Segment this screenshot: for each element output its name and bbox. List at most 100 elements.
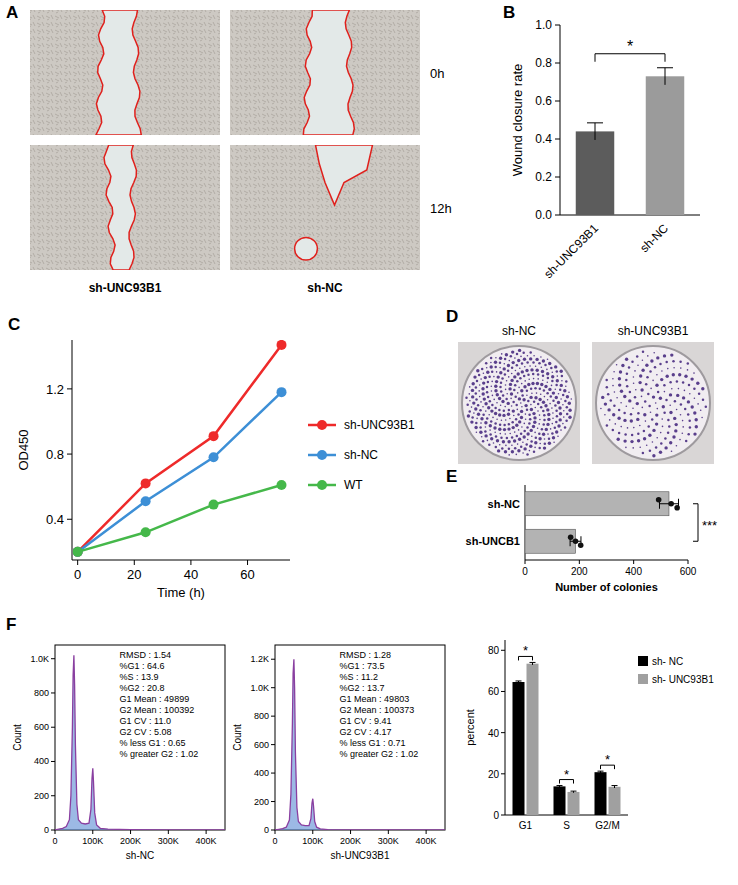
point	[568, 534, 574, 540]
plot-frame	[55, 645, 225, 830]
colony	[616, 397, 618, 399]
colony	[653, 352, 655, 354]
colony	[509, 383, 512, 386]
tick	[501, 732, 505, 733]
colony	[527, 373, 530, 376]
colony	[503, 424, 506, 427]
colony	[509, 418, 511, 420]
colony	[563, 389, 566, 392]
colony	[557, 401, 560, 404]
colony	[528, 422, 531, 425]
tick	[51, 795, 55, 796]
colony	[495, 380, 498, 383]
colony	[612, 413, 615, 416]
colony	[503, 367, 506, 370]
colony	[656, 374, 658, 376]
y-axis	[72, 340, 73, 560]
colony	[546, 392, 549, 395]
error-bar	[557, 786, 563, 788]
tick	[555, 101, 560, 102]
tick	[67, 454, 72, 455]
tick	[55, 830, 56, 834]
colony	[493, 399, 495, 401]
colony	[544, 404, 547, 407]
colony	[508, 423, 511, 426]
colony	[488, 414, 490, 416]
colony	[530, 429, 533, 432]
colony	[483, 372, 485, 374]
colony	[547, 377, 550, 380]
colony	[552, 372, 554, 374]
error-bar	[598, 771, 604, 773]
colony	[466, 404, 469, 407]
colony	[471, 395, 474, 398]
colony	[673, 417, 676, 420]
colony	[674, 429, 677, 432]
colony	[562, 404, 564, 406]
colony	[633, 383, 635, 385]
tick-label: 300K	[378, 836, 399, 846]
colony	[623, 419, 626, 422]
colony	[552, 412, 554, 414]
error-line	[595, 123, 596, 140]
colony	[526, 453, 529, 456]
colony	[546, 408, 549, 411]
colony	[496, 402, 498, 404]
tick-label: 200	[34, 791, 49, 801]
category-label: S	[563, 820, 570, 831]
marker	[209, 452, 219, 462]
colony	[633, 376, 635, 378]
colony	[628, 366, 631, 369]
tick	[312, 830, 313, 834]
colony	[527, 355, 529, 357]
colony	[537, 373, 540, 376]
colony	[542, 433, 545, 436]
tick	[51, 727, 55, 728]
tick-label: 1.0K	[30, 654, 49, 664]
colony	[511, 421, 514, 424]
colony	[476, 432, 478, 434]
colony	[667, 419, 670, 422]
colony	[665, 399, 668, 402]
colony	[565, 385, 567, 387]
colony	[642, 452, 645, 455]
colony	[499, 371, 502, 374]
tick-label: 400K	[196, 836, 217, 846]
tick-label: 400	[625, 566, 642, 577]
tick	[271, 744, 275, 745]
colony	[490, 437, 493, 440]
colony	[505, 445, 507, 447]
colony	[509, 433, 511, 435]
colony	[673, 367, 675, 369]
colony	[482, 440, 485, 443]
colony	[547, 399, 549, 401]
colony	[547, 358, 549, 360]
colony	[506, 393, 508, 395]
axis-title: Wound closure rate	[510, 64, 525, 177]
colony	[547, 433, 549, 435]
colony	[493, 442, 495, 444]
tick-label: 200	[571, 566, 588, 577]
colony	[533, 450, 536, 453]
plot-area	[576, 68, 685, 215]
colony	[521, 362, 524, 365]
colony	[480, 401, 482, 403]
colony	[527, 400, 530, 403]
colony	[541, 367, 543, 369]
colony	[687, 433, 690, 436]
colony	[632, 408, 634, 410]
marker	[73, 547, 83, 557]
colony	[517, 449, 520, 452]
stat-text: % greater G2 : 1.02	[340, 749, 419, 759]
colony	[526, 409, 529, 412]
marker	[209, 431, 219, 441]
colony	[542, 423, 545, 426]
colony	[617, 438, 620, 441]
error-cap	[557, 785, 563, 786]
colony	[527, 383, 530, 386]
tick	[51, 830, 55, 831]
colony	[555, 410, 558, 413]
colony	[506, 437, 509, 440]
colony	[676, 445, 678, 447]
colony	[542, 375, 545, 378]
